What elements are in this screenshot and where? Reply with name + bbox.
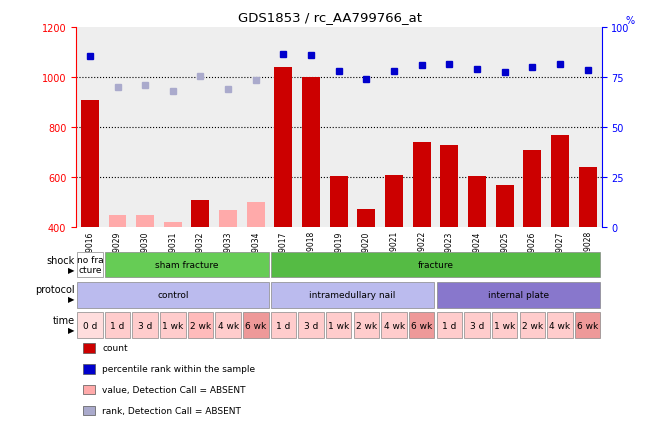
Bar bbox=[437, 312, 462, 338]
Bar bbox=[271, 253, 600, 278]
Text: 4 wk: 4 wk bbox=[549, 321, 570, 330]
Text: time: time bbox=[53, 315, 75, 325]
Bar bbox=[496, 185, 514, 228]
Text: 1 wk: 1 wk bbox=[328, 321, 350, 330]
Bar bbox=[215, 312, 241, 338]
Bar bbox=[524, 151, 541, 228]
Bar bbox=[192, 201, 210, 228]
Bar bbox=[358, 209, 375, 228]
Bar bbox=[136, 215, 154, 228]
Bar bbox=[520, 312, 545, 338]
Bar bbox=[77, 253, 102, 278]
Text: 2 wk: 2 wk bbox=[356, 321, 377, 330]
Bar bbox=[105, 312, 130, 338]
Bar bbox=[578, 168, 597, 228]
Bar bbox=[132, 312, 158, 338]
Text: protocol: protocol bbox=[35, 285, 75, 295]
Bar bbox=[492, 312, 518, 338]
Bar bbox=[219, 210, 237, 228]
Bar bbox=[547, 312, 572, 338]
Text: 1 d: 1 d bbox=[276, 321, 291, 330]
Bar bbox=[77, 282, 268, 308]
Bar bbox=[108, 215, 126, 228]
Text: no fra
cture: no fra cture bbox=[77, 256, 103, 275]
Bar bbox=[330, 177, 348, 228]
Text: count: count bbox=[102, 344, 128, 352]
Text: %: % bbox=[625, 16, 635, 26]
Text: value, Detection Call = ABSENT: value, Detection Call = ABSENT bbox=[102, 385, 246, 394]
Bar bbox=[437, 282, 600, 308]
Text: shock: shock bbox=[46, 255, 75, 265]
Bar bbox=[354, 312, 379, 338]
Text: 2 wk: 2 wk bbox=[190, 321, 211, 330]
Text: 1 d: 1 d bbox=[442, 321, 457, 330]
Text: 6 wk: 6 wk bbox=[245, 321, 266, 330]
Bar bbox=[188, 312, 214, 338]
Bar bbox=[247, 203, 265, 228]
Text: 1 wk: 1 wk bbox=[162, 321, 184, 330]
Text: 3 d: 3 d bbox=[470, 321, 485, 330]
Text: 4 wk: 4 wk bbox=[217, 321, 239, 330]
Bar bbox=[326, 312, 352, 338]
Bar bbox=[274, 68, 292, 228]
Bar bbox=[271, 282, 434, 308]
Text: 4 wk: 4 wk bbox=[383, 321, 405, 330]
Bar bbox=[81, 101, 99, 228]
Text: internal plate: internal plate bbox=[488, 290, 549, 299]
Text: ▶: ▶ bbox=[68, 295, 75, 304]
Text: percentile rank within the sample: percentile rank within the sample bbox=[102, 365, 256, 373]
Bar bbox=[298, 312, 324, 338]
Bar bbox=[551, 135, 569, 228]
Bar bbox=[302, 78, 320, 228]
Text: 1 wk: 1 wk bbox=[494, 321, 516, 330]
Text: sham fracture: sham fracture bbox=[155, 261, 218, 270]
Bar bbox=[164, 223, 182, 228]
Text: intramedullary nail: intramedullary nail bbox=[309, 290, 396, 299]
Text: 3 d: 3 d bbox=[138, 321, 152, 330]
Bar bbox=[440, 145, 458, 228]
Bar bbox=[409, 312, 434, 338]
Text: 6 wk: 6 wk bbox=[577, 321, 598, 330]
Bar bbox=[160, 312, 186, 338]
Bar bbox=[271, 312, 296, 338]
Text: 6 wk: 6 wk bbox=[411, 321, 432, 330]
Bar bbox=[575, 312, 600, 338]
Text: ▶: ▶ bbox=[68, 265, 75, 274]
Bar bbox=[105, 253, 268, 278]
Bar bbox=[464, 312, 490, 338]
Text: 0 d: 0 d bbox=[83, 321, 97, 330]
Bar bbox=[77, 312, 102, 338]
Bar bbox=[412, 143, 431, 228]
Text: fracture: fracture bbox=[418, 261, 453, 270]
Bar bbox=[385, 175, 403, 228]
Text: GDS1853 / rc_AA799766_at: GDS1853 / rc_AA799766_at bbox=[239, 11, 422, 24]
Bar bbox=[381, 312, 407, 338]
Text: 2 wk: 2 wk bbox=[522, 321, 543, 330]
Text: control: control bbox=[157, 290, 188, 299]
Bar bbox=[468, 177, 486, 228]
Text: ▶: ▶ bbox=[68, 325, 75, 334]
Text: 3 d: 3 d bbox=[304, 321, 319, 330]
Text: rank, Detection Call = ABSENT: rank, Detection Call = ABSENT bbox=[102, 406, 241, 415]
Text: 1 d: 1 d bbox=[110, 321, 125, 330]
Bar bbox=[243, 312, 268, 338]
